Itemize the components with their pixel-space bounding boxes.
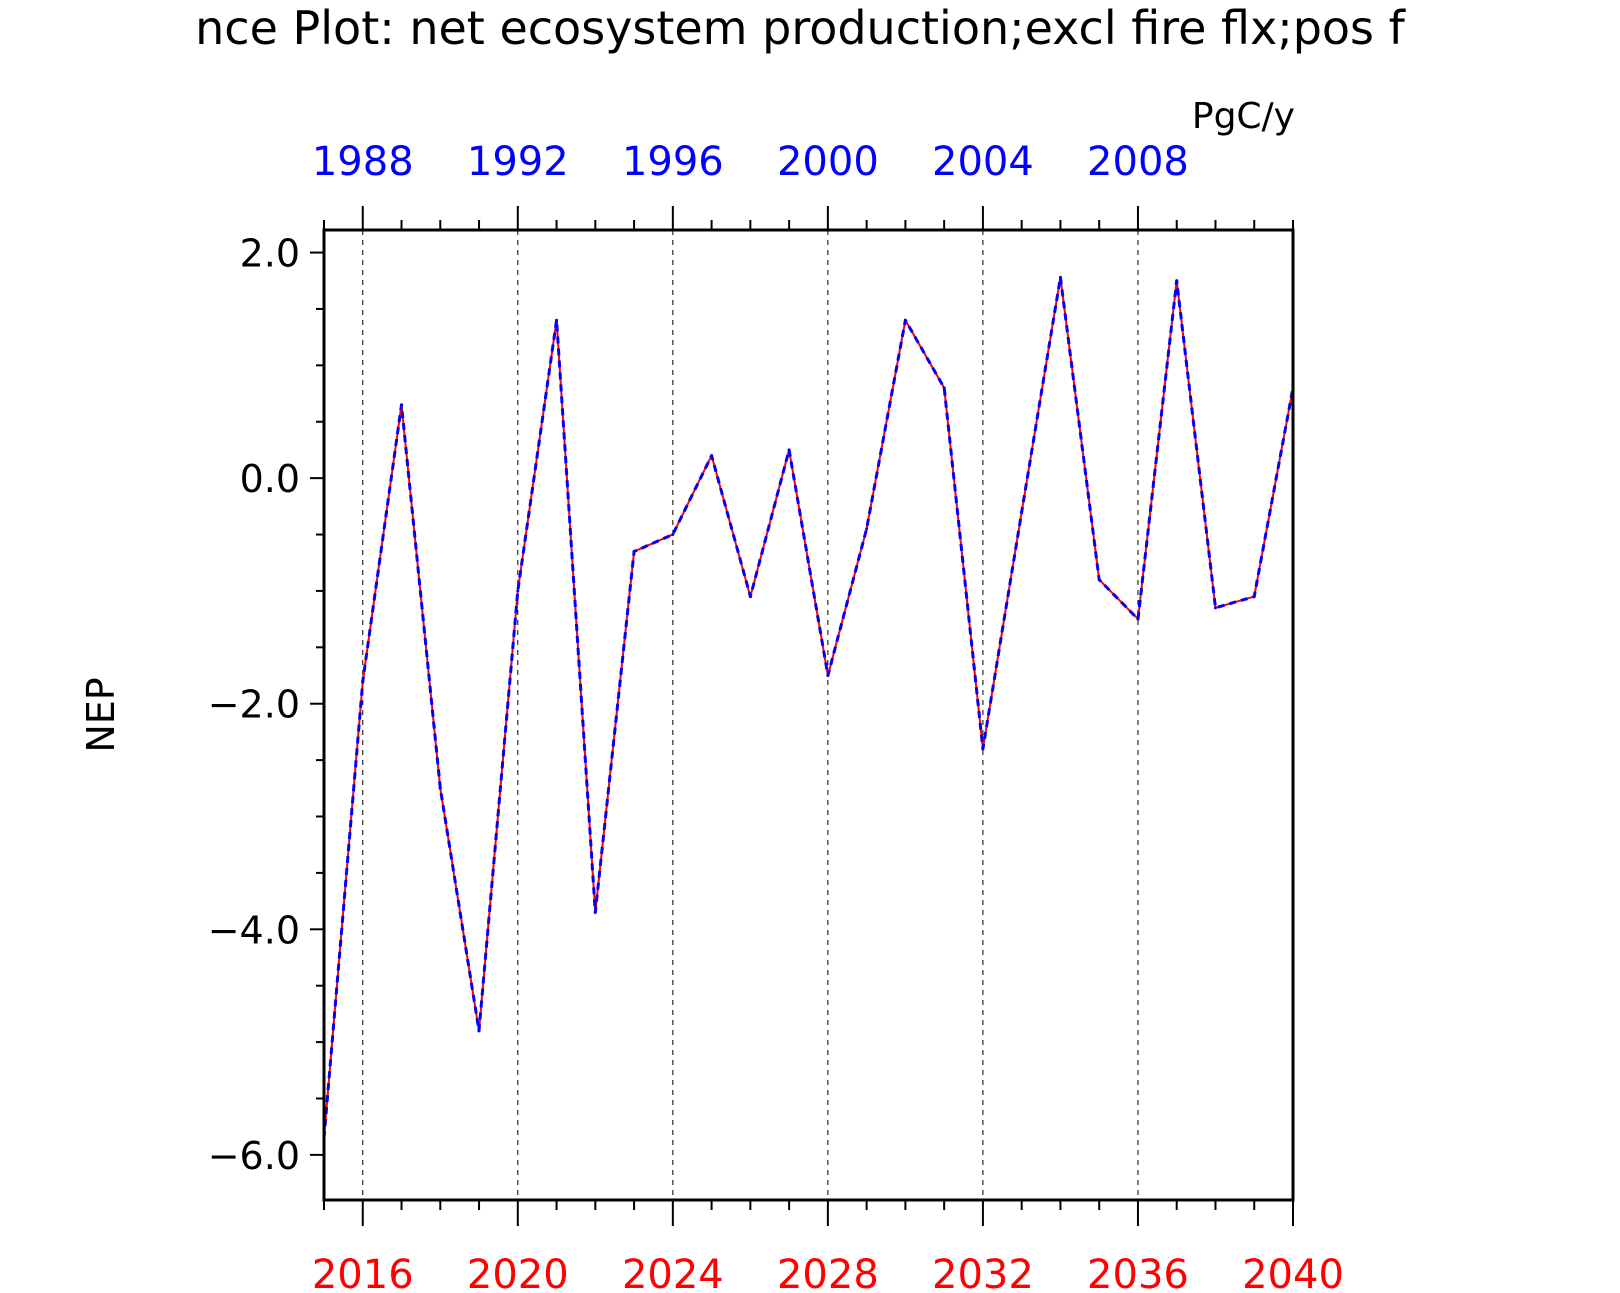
series-line-2 [322, 275, 1295, 1139]
y-tick-label: 2.0 [240, 232, 300, 276]
y-tick-label: −6.0 [208, 1134, 300, 1178]
data-point [1213, 606, 1217, 610]
data-point [1252, 595, 1256, 599]
x-bottom-tick-label: 2028 [777, 1252, 879, 1293]
x-top-tick-label: 1992 [467, 139, 569, 185]
data-point [1136, 617, 1140, 621]
data-point [865, 527, 869, 531]
data-point [632, 549, 636, 553]
x-bottom-tick-label: 2020 [467, 1252, 569, 1293]
data-point [477, 1029, 481, 1033]
x-top-tick-label: 1988 [312, 139, 414, 185]
plot-frame [322, 228, 1295, 1202]
data-point [748, 595, 752, 599]
data-point [787, 448, 791, 452]
x-bottom-tick-label: 2032 [932, 1252, 1034, 1293]
x-bottom-tick-label: 2016 [312, 1252, 414, 1293]
data-point [1097, 578, 1101, 582]
y-tick-label: 0.0 [240, 457, 300, 501]
x-top-tick-label: 2004 [932, 139, 1034, 185]
data-point [942, 386, 946, 390]
axis-ticks [310, 206, 1294, 1226]
x-bottom-tick-label: 2040 [1242, 1252, 1344, 1293]
data-point [981, 747, 985, 751]
x-top-tick-label: 1996 [622, 139, 724, 185]
data-point [1020, 510, 1024, 514]
data-point [555, 318, 559, 322]
series-line-1 [323, 276, 1294, 1139]
series-layer [322, 275, 1295, 1140]
grid-lines [362, 230, 1139, 1200]
data-point [671, 533, 675, 537]
x-bottom-tick-label: 2036 [1087, 1252, 1189, 1293]
data-point [400, 403, 404, 407]
data-point [438, 786, 442, 790]
units-label: PgC/y [1192, 96, 1295, 137]
axis-labels: −6.0 −4.0 −2.0 0.0 2.0 2016 2020 2024 2028 2032 20… [208, 139, 1344, 1293]
y-tick-label: −4.0 [208, 908, 300, 952]
y-axis-title: NEP [79, 677, 123, 752]
x-top-tick-label: 2000 [777, 139, 879, 185]
data-point [361, 679, 365, 683]
data-point [516, 589, 520, 593]
data-point [710, 454, 714, 458]
data-point [826, 674, 830, 678]
data-point [593, 910, 597, 914]
x-top-tick-label: 2008 [1087, 139, 1189, 185]
data-point [1175, 279, 1179, 283]
y-tick-label: −2.0 [208, 683, 300, 727]
data-point [903, 318, 907, 322]
chart-title: nce Plot: net ecosystem production;excl … [195, 1, 1406, 55]
data-point [1058, 275, 1062, 279]
x-bottom-tick-label: 2024 [622, 1252, 724, 1293]
